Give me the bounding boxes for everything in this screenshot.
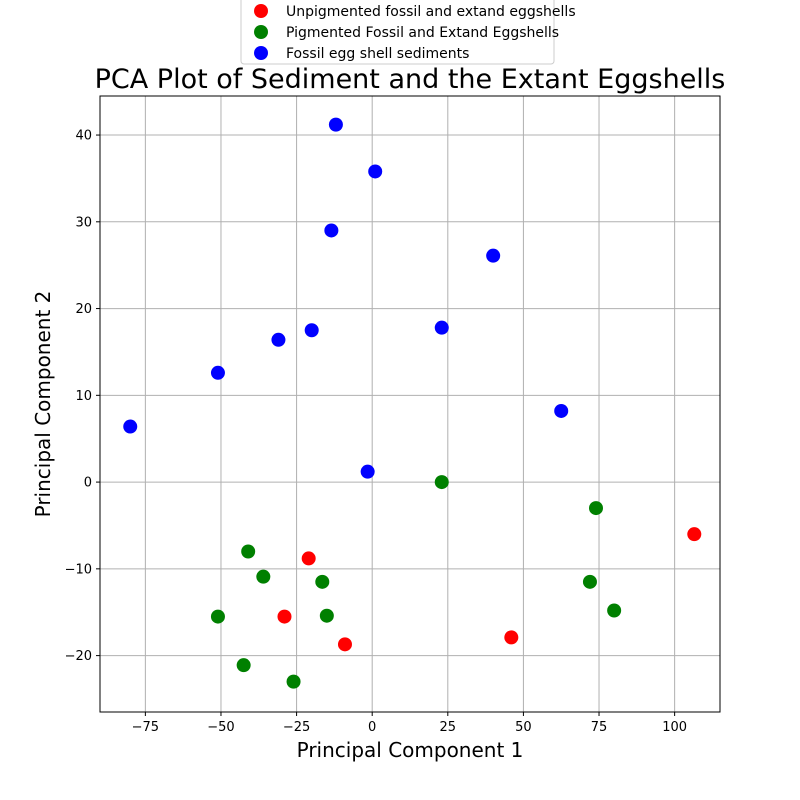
data-point-series-2 [123, 419, 138, 434]
data-point-series-2 [324, 223, 339, 238]
data-point-series-1 [589, 501, 603, 516]
legend-marker [254, 25, 268, 39]
data-point-series-0 [504, 630, 519, 645]
data-point-series-1 [241, 544, 256, 559]
data-point-series-0 [337, 637, 352, 652]
data-point-series-2 [304, 323, 319, 338]
y-tick-label: 10 [75, 389, 92, 404]
legend: Unpigmented fossil and extand eggshells P… [240, 0, 576, 65]
legend-entry-label: Fossil egg shell sediments [286, 46, 469, 62]
data-point-series-1 [210, 609, 225, 624]
data-point-series-1 [607, 603, 622, 618]
legend-entry-label: Pigmented Fossil and Extand Eggshells [286, 25, 559, 41]
x-axis-label: Principal Component 1 [297, 738, 524, 762]
data-point-series-0 [687, 527, 702, 542]
x-tick-label: 0 [368, 720, 376, 735]
x-tick-label: 25 [440, 720, 457, 735]
data-point-series-1 [319, 608, 334, 623]
x-tick-label: −50 [207, 720, 234, 735]
data-point-series-1 [236, 658, 251, 673]
y-tick-label: −10 [65, 562, 92, 577]
data-point-series-2 [368, 164, 383, 179]
data-point-series-0 [277, 609, 292, 624]
grid-lines [100, 96, 720, 712]
data-point-series-1 [286, 674, 301, 689]
x-tick-label: −25 [283, 720, 310, 735]
x-tick-label: 75 [591, 720, 608, 735]
data-point-series-1 [256, 569, 271, 584]
data-point-series-2 [486, 248, 501, 263]
plot-frame [99, 95, 721, 713]
y-tick-label: −20 [65, 649, 92, 664]
x-tick-label: 100 [662, 720, 687, 735]
data-point-series-1 [315, 574, 330, 589]
x-axis-ticks: −75 −50 −25 0 25 50 75 100 [132, 712, 687, 735]
data-point-series-0 [301, 551, 316, 566]
legend-entry-label: Unpigmented fossil and extand eggshells [286, 4, 576, 20]
data-point-series-2 [210, 365, 225, 380]
scatter-points [123, 117, 702, 689]
data-point-series-1 [582, 574, 597, 589]
data-point-series-2 [328, 117, 343, 132]
y-axis-ticks: −20 −10 0 10 20 30 40 [65, 129, 100, 664]
y-tick-label: 30 [75, 215, 92, 230]
y-tick-label: 40 [75, 129, 92, 144]
chart-title: PCA Plot of Sediment and the Extant Eggs… [95, 64, 726, 95]
legend-box [240, 0, 555, 65]
y-axis-label: Principal Component 2 [31, 291, 55, 518]
data-point-series-1 [434, 475, 449, 490]
data-point-series-2 [360, 464, 375, 479]
legend-marker [254, 46, 268, 60]
x-tick-label: −75 [132, 720, 159, 735]
data-point-series-2 [554, 403, 569, 418]
data-point-series-2 [271, 332, 286, 347]
legend-marker [254, 4, 268, 18]
y-tick-label: 20 [75, 302, 92, 317]
x-tick-label: 50 [515, 720, 532, 735]
y-tick-label: 0 [84, 476, 92, 491]
data-point-series-2 [434, 320, 449, 335]
